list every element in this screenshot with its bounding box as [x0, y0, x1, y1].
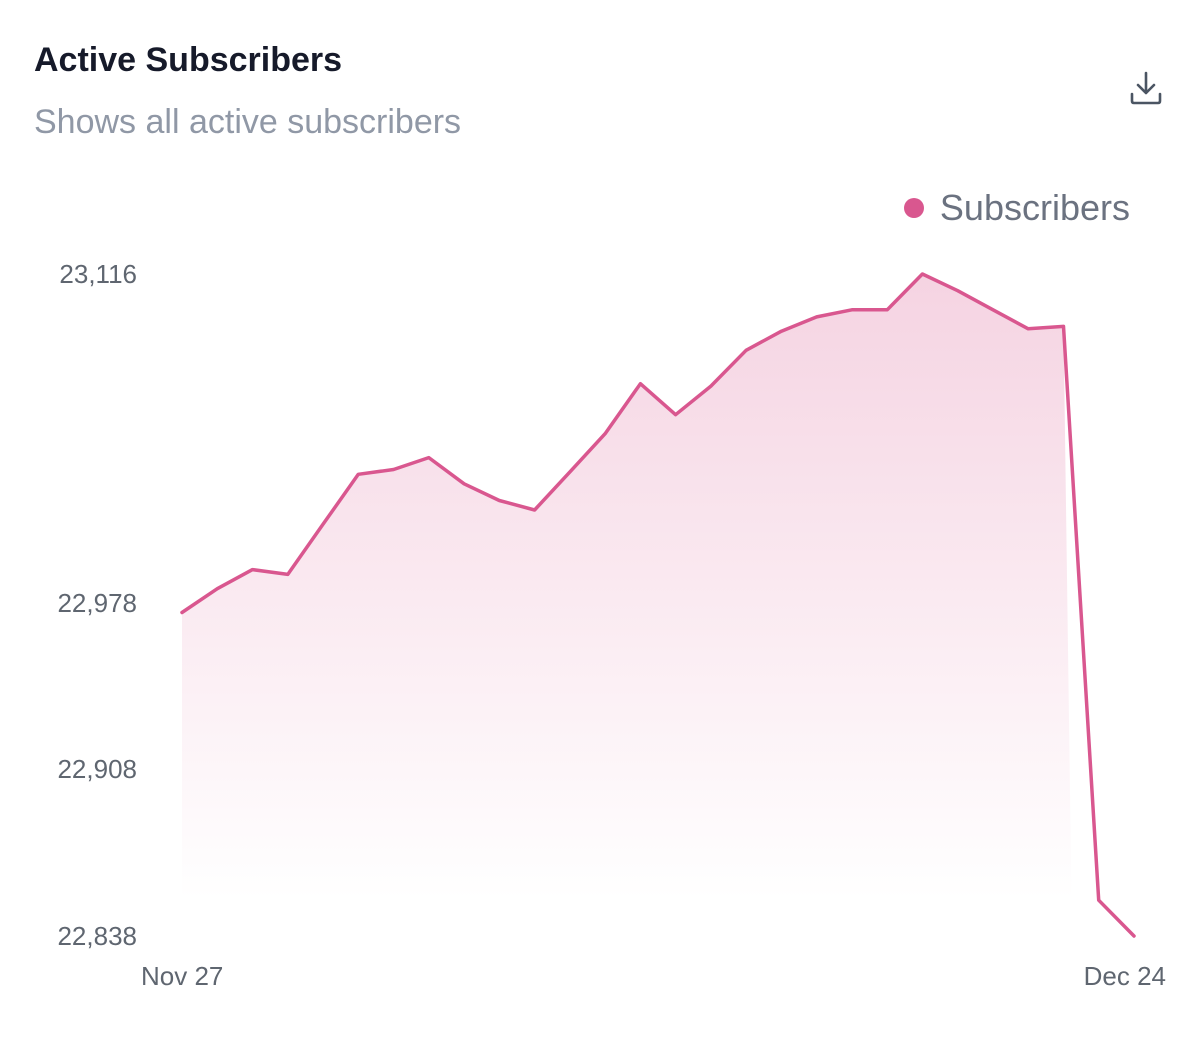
- data-point-3: [286, 572, 290, 576]
- data-point-10: [533, 508, 537, 512]
- data-point-5: [356, 472, 360, 476]
- data-point-6: [392, 468, 396, 472]
- data-point-19: [850, 308, 854, 312]
- data-point-8: [462, 482, 466, 486]
- data-point-2: [251, 568, 255, 572]
- data-point-17: [779, 329, 783, 333]
- y-tick-label: 23,116: [59, 259, 137, 289]
- legend-dot-subscribers: [903, 198, 924, 218]
- chart-legend: Subscribers: [903, 186, 1130, 230]
- y-tick-label: 22,838: [57, 921, 137, 951]
- series-area-subscribers: [182, 274, 1072, 900]
- chart-header: Active Subscribers Shows all active subs…: [34, 38, 461, 144]
- x-tick-label: Dec 24: [1084, 961, 1166, 991]
- data-point-9: [497, 499, 501, 503]
- data-point-26: [1097, 898, 1101, 902]
- chart-subtitle: Shows all active subscribers: [34, 103, 462, 141]
- data-point-21: [920, 272, 924, 276]
- data-point-24: [1026, 327, 1030, 331]
- series-line-subscribers: [180, 272, 1136, 938]
- download-button[interactable]: [1124, 66, 1168, 110]
- data-point-14: [674, 413, 678, 417]
- data-point-12: [603, 432, 607, 436]
- legend-label-subscribers: Subscribers: [939, 187, 1130, 228]
- data-point-0: [180, 611, 184, 615]
- data-point-7: [427, 456, 431, 460]
- data-point-23: [991, 308, 995, 312]
- y-tick-label: 22,908: [57, 754, 137, 784]
- data-point-16: [744, 348, 748, 352]
- download-icon: [1130, 71, 1162, 105]
- x-tick-label: Nov 27: [141, 961, 223, 991]
- data-point-11: [568, 470, 572, 474]
- chart-title: Active Subscribers: [34, 41, 343, 79]
- data-point-25: [1062, 324, 1066, 328]
- data-point-27: [1132, 934, 1136, 938]
- data-point-22: [956, 289, 960, 293]
- data-point-4: [321, 522, 325, 526]
- y-tick-label: 22,978: [57, 588, 137, 618]
- data-point-13: [638, 382, 642, 386]
- data-point-18: [815, 315, 819, 319]
- data-point-1: [215, 587, 219, 591]
- data-point-20: [885, 308, 889, 312]
- data-point-15: [709, 384, 713, 388]
